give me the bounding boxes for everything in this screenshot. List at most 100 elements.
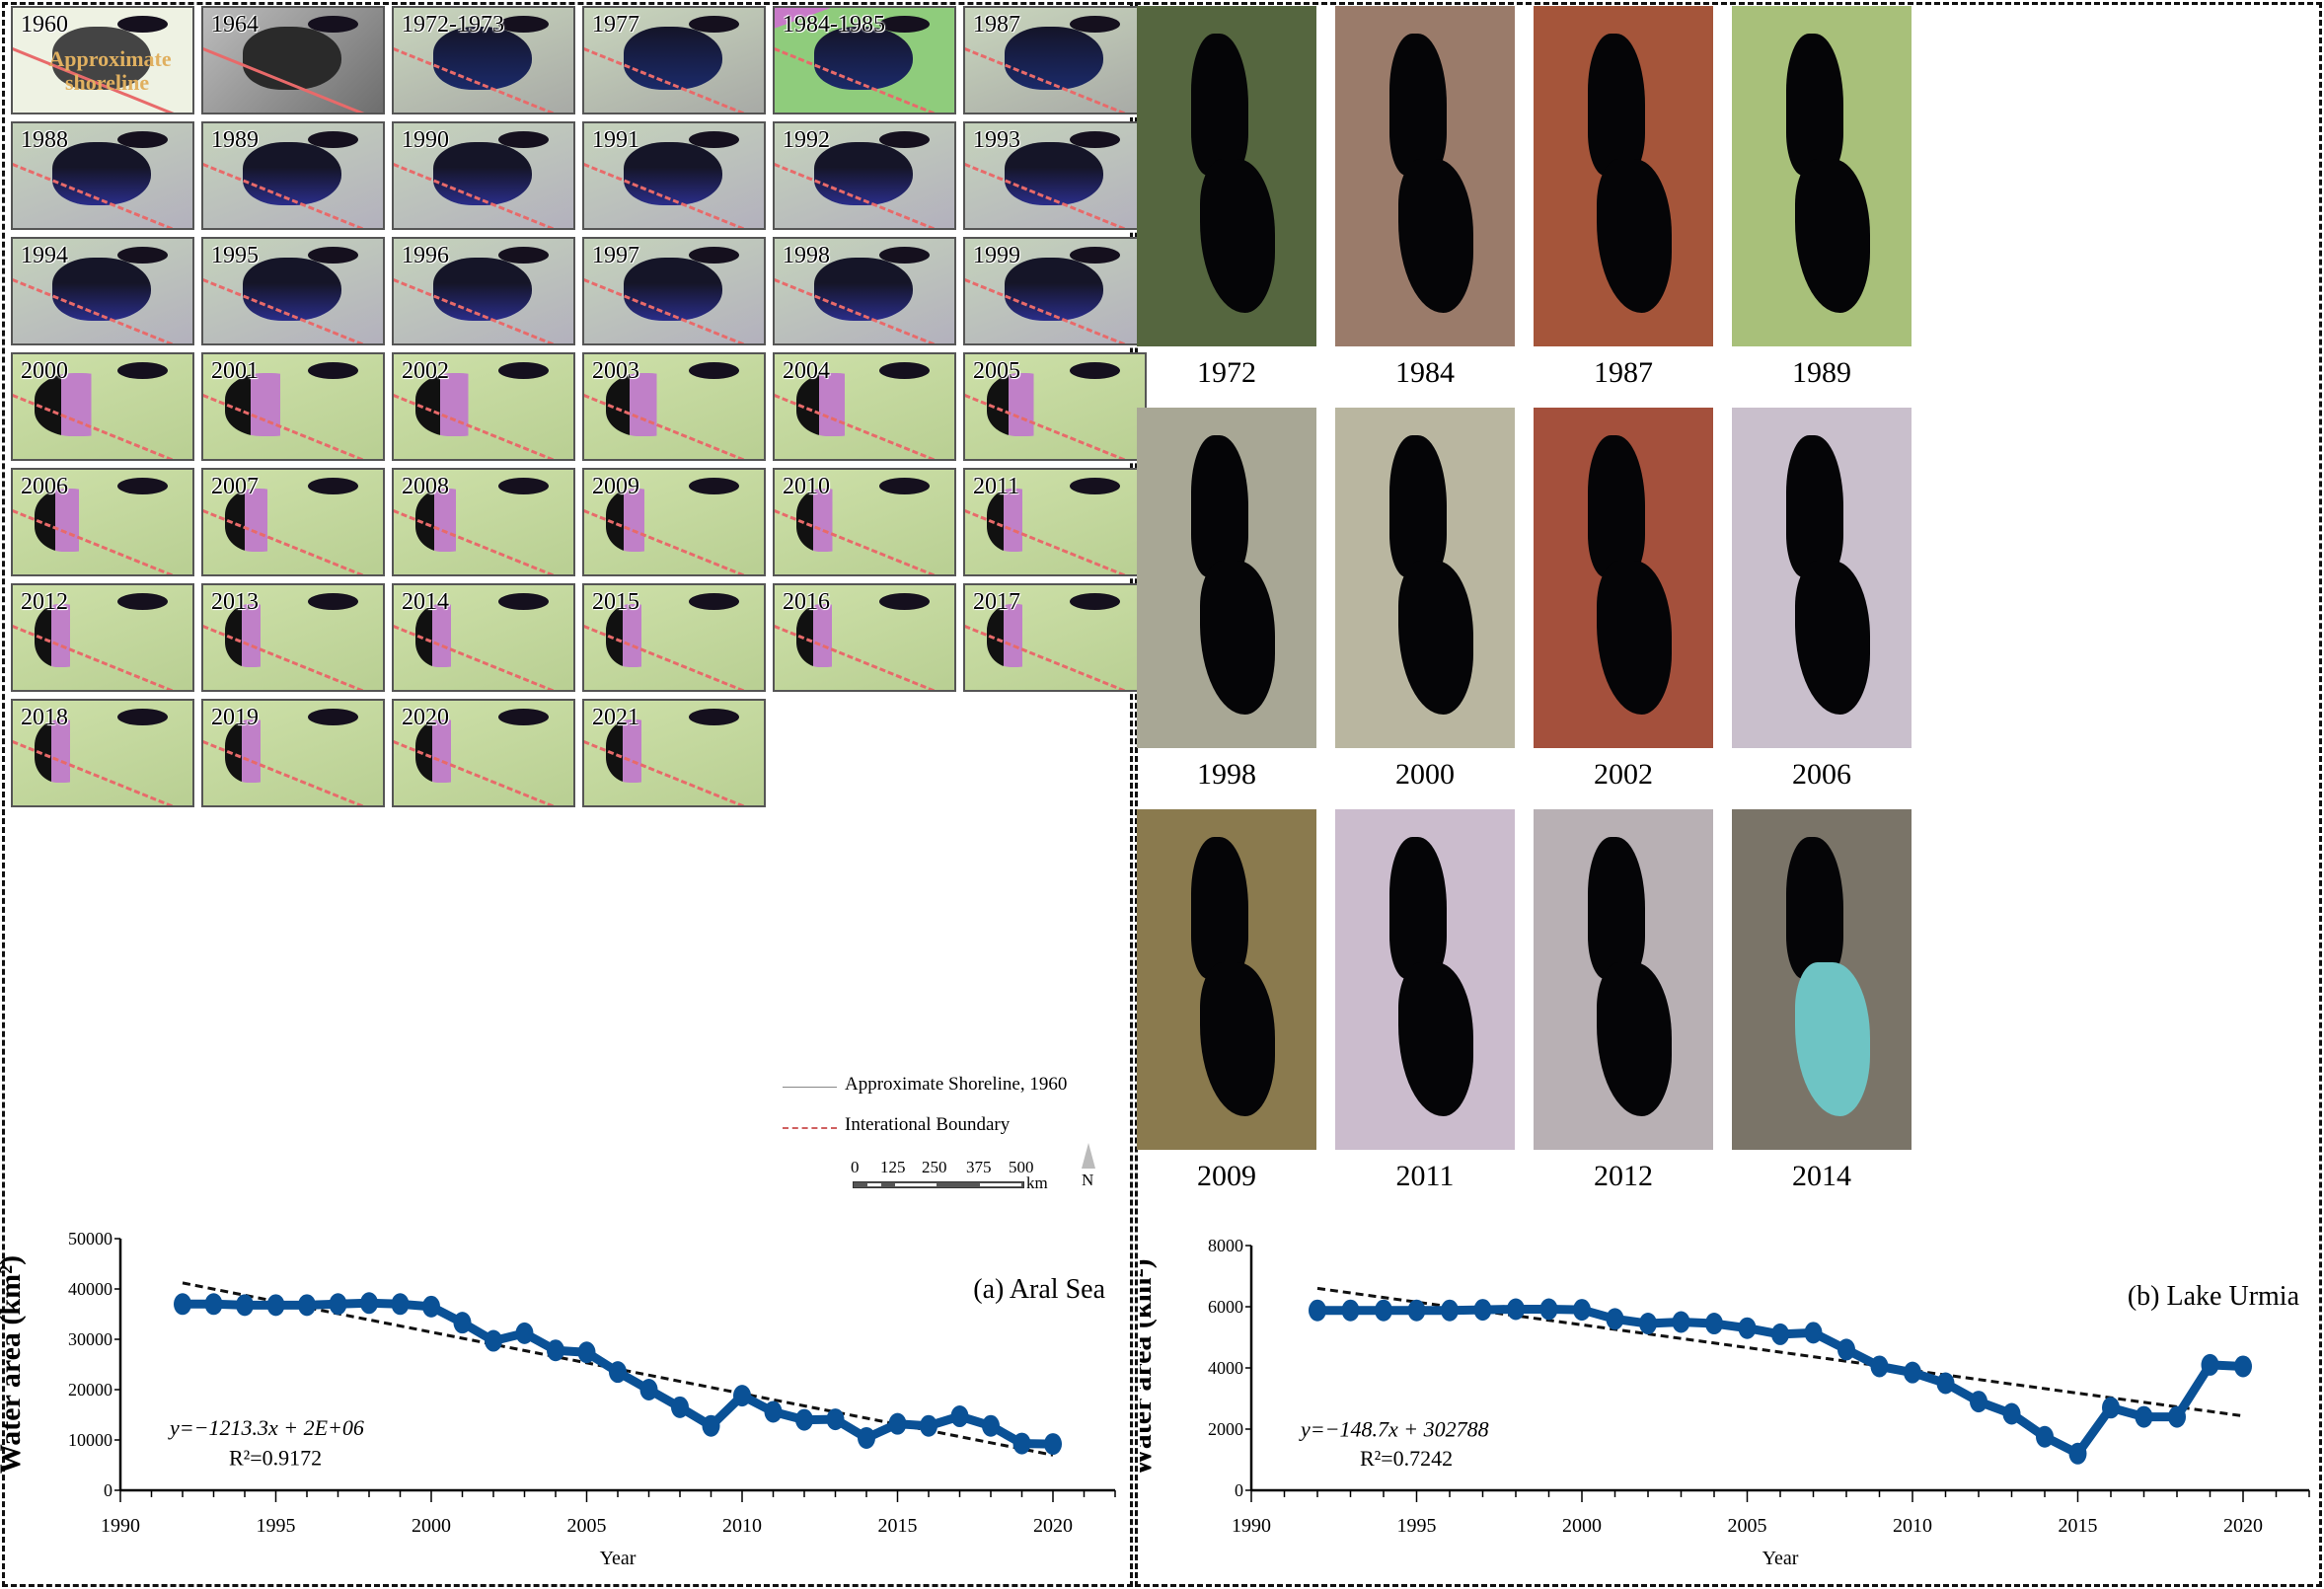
aral-tile-1987: 1987 [963,6,1147,114]
urmia-tile-2011 [1335,809,1515,1150]
data-point [1044,1433,1062,1456]
tile-year-label: 2002 [402,358,449,384]
lake-shape [795,604,856,667]
lake-shape [986,489,1046,552]
north-lake-shape [878,362,930,380]
data-point [1870,1355,1889,1378]
urmia-tile-2012 [1534,809,1713,1150]
data-point [1738,1317,1757,1339]
aral-tile-1960: Approximate shoreline 1960 [11,6,194,114]
urmia-tile-2002 [1534,408,1713,748]
data-point [515,1322,534,1344]
data-point [1936,1372,1955,1395]
data-point [391,1293,410,1316]
lake-shape [433,27,533,90]
aral-tile-1998: 1998 [773,237,956,345]
lake-shape [224,719,284,783]
data-point [2201,1353,2219,1376]
data-point [1375,1299,1392,1322]
data-point [2036,1425,2054,1448]
north-lake-shape [307,16,358,34]
aral-tile-2005: 2005 [963,352,1147,461]
aral-tile-1990: 1990 [392,121,575,230]
scale-tick-500: 500 [1009,1158,1034,1176]
data-point [266,1294,285,1317]
north-lake-shape [307,478,358,495]
boundary-legend-label: Interational Boundary [845,1114,1011,1135]
x-tick-label: 2000 [412,1515,451,1537]
lake-shape [52,142,152,205]
x-axis-title: Year [600,1548,637,1569]
trend-equation: y=−148.7x + 302788 [1299,1416,1489,1441]
lake-shape [52,258,152,321]
lake-north-shape [1388,836,1447,980]
x-tick-label: 2015 [878,1515,918,1537]
aral-tile-2004: 2004 [773,352,956,461]
data-point [671,1396,689,1418]
north-lake-shape [116,709,168,726]
tile-year-label: 1977 [592,12,639,38]
urmia-year-label: 2000 [1395,758,1455,791]
data-point [577,1341,596,1364]
tile-year-label: 2008 [402,474,449,499]
aral-tile-2019: 2019 [201,699,385,807]
urmia-year-label: 1989 [1792,356,1851,389]
scale-bar: 0 125 250 375 500 km [851,1158,1087,1192]
lake-shape [414,489,484,552]
north-lake-shape [307,131,358,149]
tile-year-label: 2018 [21,705,68,730]
tile-year-label: 1984-1985 [783,12,885,38]
lake-north-shape [1190,33,1248,177]
aral-tile-1992: 1992 [773,121,956,230]
data-point [982,1414,1000,1437]
tile-year-label: 1993 [973,127,1020,153]
north-lake-shape [116,362,168,380]
data-point [1904,1361,1921,1384]
tile-year-label: 1997 [592,243,639,268]
aral-tile-1989: 1989 [201,121,385,230]
data-point [298,1294,316,1317]
lake-shape [605,373,691,436]
aral-tile-2020: 2020 [392,699,575,807]
north-lake-shape [688,593,739,611]
y-tick-label: 2000 [1208,1419,1243,1439]
lake-shape [224,373,317,436]
north-lake-shape [688,247,739,265]
approximate-shoreline-label: Approximate shoreline [48,46,172,96]
urmia-year-label: 2006 [1792,758,1851,791]
tile-year-label: 2003 [592,358,639,384]
x-tick-label: 1995 [1397,1515,1437,1537]
north-lake-shape [116,593,168,611]
north-lake-shape [688,131,739,149]
urmia-tile-2009 [1137,809,1316,1150]
lake-shape [34,719,94,783]
urmia-tile-1998 [1137,408,1316,748]
x-tick-label: 2020 [2223,1515,2263,1537]
data-point [858,1426,875,1449]
data-point [1539,1298,1558,1321]
x-tick-label: 2010 [722,1515,762,1537]
aral-tile-2016: 2016 [773,583,956,692]
tile-year-label: 1991 [592,127,639,153]
north-lake-shape [878,247,930,265]
data-point [485,1329,502,1352]
scale-unit: km [1026,1173,1048,1192]
data-point [950,1405,969,1428]
north-lake-shape [878,593,930,611]
data-point [1804,1322,1823,1344]
north-lake-shape [1069,593,1120,611]
north-lake-shape [497,16,549,34]
shoreline-legend-line [783,1087,837,1088]
scale-tick-125: 125 [880,1158,906,1176]
urmia-year-label: 2002 [1594,758,1653,791]
north-lake-shape [307,593,358,611]
tile-year-label: 1972-1973 [402,12,504,38]
aral-tile-2003: 2003 [582,352,766,461]
aral-tile-2018: 2018 [11,699,194,807]
lake-shape [814,142,914,205]
north-lake-shape [116,478,168,495]
tile-year-label: 2010 [783,474,830,499]
north-lake-shape [116,247,168,265]
lake-shape [1005,27,1104,90]
north-lake-shape [307,709,358,726]
